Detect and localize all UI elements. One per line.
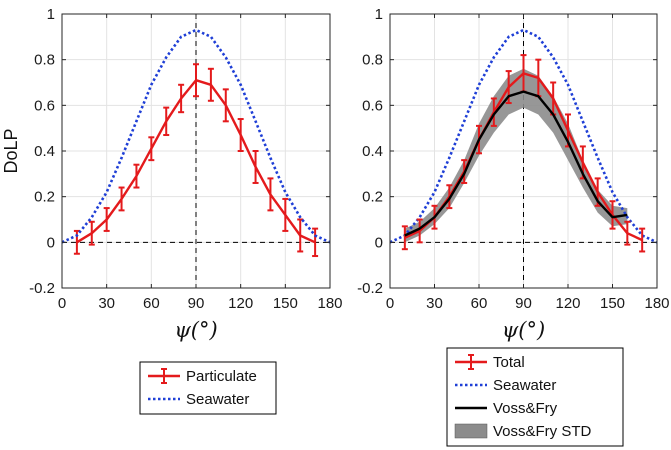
error-bar (193, 63, 199, 98)
error-bar (252, 150, 259, 184)
x-tick-label: 150 (273, 295, 298, 312)
legend-label: Particulate (186, 368, 257, 385)
error-bar (88, 220, 95, 246)
error-bar (118, 186, 125, 212)
x-tick-label: 180 (644, 295, 669, 312)
series-line (389, 28, 658, 244)
y-tick-label: 0.8 (362, 52, 383, 69)
error-bar (312, 227, 319, 258)
error-bar (178, 83, 185, 114)
x-tick-label: 120 (228, 295, 253, 312)
x-tick-label: 60 (143, 295, 160, 312)
x-tick-label: 180 (317, 295, 342, 312)
error-bar (490, 97, 497, 127)
legend-item: Seawater (148, 391, 249, 408)
legend-item: Voss&Fry STD (454, 423, 592, 440)
x-tick-label: 120 (555, 295, 580, 312)
x-tick-label: 30 (426, 295, 443, 312)
y-tick-label: 1 (375, 6, 383, 23)
y-tick-label: 0 (47, 234, 55, 251)
x-axis-label: ψ(°) (502, 318, 545, 342)
legend-item: Seawater (455, 377, 556, 394)
y-tick-label: 0.4 (362, 143, 383, 160)
error-bar (163, 106, 170, 137)
error-bar (133, 163, 140, 189)
y-tick-label: 0.6 (34, 97, 55, 114)
panel-1: 0 30 60 90 120 150 180-0.200.20.40.60.81ψ(°)Do… (1, 6, 343, 415)
legend-item: Total (455, 354, 525, 371)
error-bar (103, 207, 110, 232)
x-tick-label: 90 (515, 295, 532, 312)
y-tick-label: 0 (375, 234, 383, 251)
error-bar (609, 200, 616, 230)
x-tick-label: 30 (98, 295, 115, 312)
legend: Total Seawater Voss&Fry Voss&Fry STD (446, 347, 624, 447)
y-tick-label: 0.2 (34, 189, 55, 206)
error-bar (639, 227, 646, 253)
x-tick-label: 60 (471, 295, 488, 312)
error-bar (416, 218, 423, 244)
error-bar (222, 88, 229, 123)
legend-item: Particulate (148, 368, 257, 385)
legend-label: Seawater (493, 377, 556, 394)
legend-box (139, 361, 277, 415)
error-bar (282, 197, 289, 232)
error-bar (237, 118, 244, 152)
y-tick-label: 0.6 (362, 97, 383, 114)
series-seawater (389, 28, 658, 244)
x-axis-label: ψ(°) (174, 318, 217, 342)
panel-2: 0 30 60 90 120 150 180-0.200.20.40.60.81ψ(°)To… (357, 6, 670, 447)
error-bar (207, 67, 214, 102)
y-tick-label: 1 (47, 6, 55, 23)
x-tick-label: 0 (386, 295, 394, 312)
legend-label: Voss&Fry (493, 400, 558, 417)
error-bar (624, 220, 631, 246)
y-tick-label: -0.2 (357, 280, 383, 297)
error-bar (401, 225, 408, 251)
series-voss-fry (404, 90, 628, 237)
y-tick-label: 0.2 (362, 189, 383, 206)
series-particulate (73, 63, 319, 258)
y-tick-label: -0.2 (29, 280, 55, 297)
legend-item: Voss&Fry (455, 400, 558, 417)
legend-label: Voss&Fry STD (493, 423, 592, 440)
x-tick-label: 150 (600, 295, 625, 312)
error-bar (148, 136, 155, 162)
y-tick-label: 0.4 (34, 143, 55, 160)
error-bar (297, 218, 304, 253)
y-tick-label: 0.8 (34, 52, 55, 69)
x-tick-label: 90 (188, 295, 205, 312)
legend-label: Total (493, 354, 525, 371)
series-line (404, 90, 628, 237)
y-axis-label: DoLP (1, 128, 21, 173)
legend: Particulate Seawater (139, 361, 277, 415)
error-bar (267, 177, 274, 212)
legend-label: Seawater (186, 391, 249, 408)
x-tick-label: 0 (58, 295, 66, 312)
legend-swatch (454, 423, 488, 439)
